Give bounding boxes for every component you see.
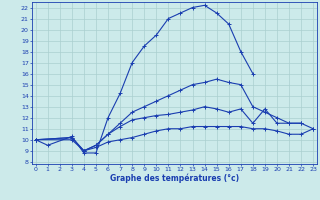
X-axis label: Graphe des températures (°c): Graphe des températures (°c) xyxy=(110,174,239,183)
